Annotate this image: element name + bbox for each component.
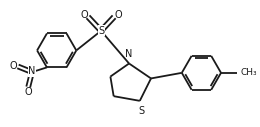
Text: CH₃: CH₃ [240, 68, 257, 77]
Text: N: N [125, 49, 133, 59]
Text: S: S [139, 106, 145, 116]
Text: O: O [80, 10, 88, 20]
Text: O: O [114, 10, 122, 20]
Text: O: O [24, 87, 32, 97]
Text: N: N [28, 66, 36, 76]
Text: O: O [9, 61, 17, 72]
Text: S: S [99, 26, 105, 36]
